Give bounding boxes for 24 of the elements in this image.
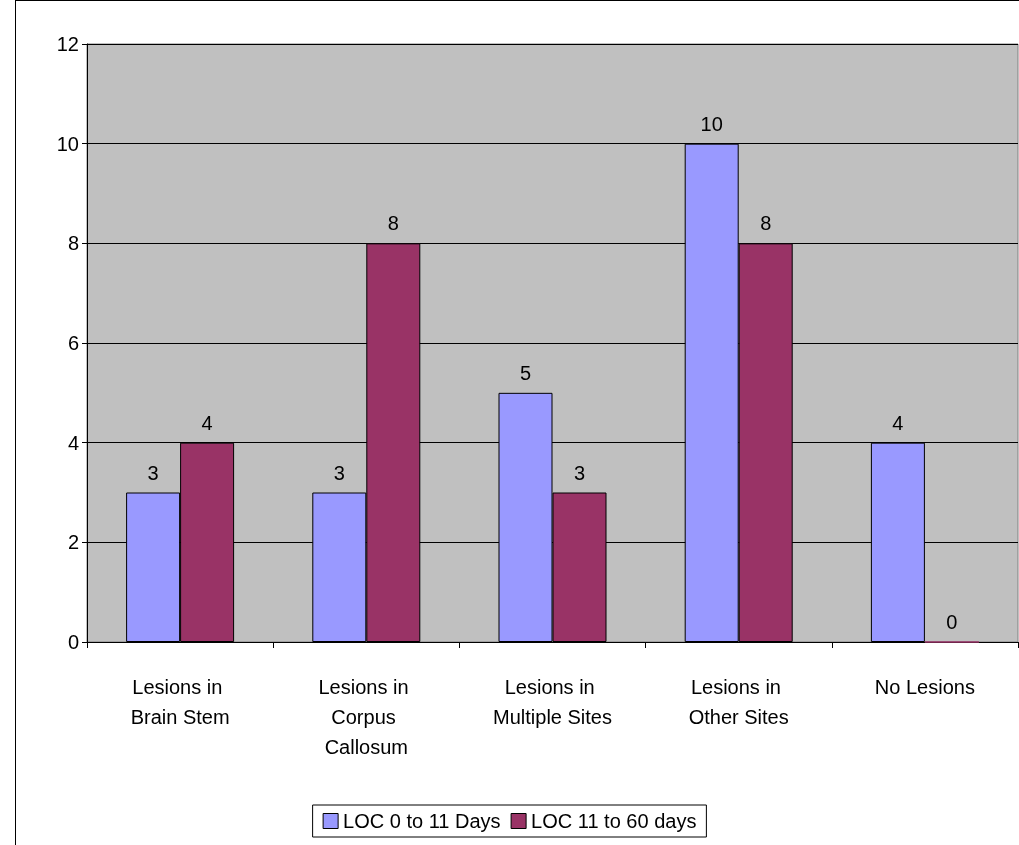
data-label: 8 — [760, 212, 772, 235]
data-label: 8 — [387, 212, 399, 235]
data-label: 10 — [700, 112, 723, 135]
data-label: 3 — [333, 461, 345, 484]
y-tick-label: 12 — [56, 33, 79, 55]
data-label: 0 — [946, 610, 958, 633]
data-label: 3 — [573, 461, 586, 484]
y-tick-label: 4 — [67, 431, 79, 454]
x-tick-label: Lesions in Corpus Callosum — [318, 676, 415, 758]
y-tick-label: 2 — [67, 531, 79, 554]
data-label: 4 — [201, 411, 213, 434]
legend-label: LOC 11 to 60 days — [531, 810, 697, 832]
x-tick-label: Lesions in Multiple Sites — [493, 676, 612, 728]
y-tick-label: 10 — [56, 132, 79, 155]
data-label: 5 — [519, 361, 532, 384]
y-tick-label: 8 — [67, 232, 79, 255]
x-tick-label: No Lesions — [874, 676, 975, 698]
data-label: 4 — [892, 411, 904, 434]
x-tick-label: Lesions in Brain Stem — [130, 676, 230, 728]
y-tick-label: 0 — [67, 631, 79, 653]
legend-label: LOC 0 to 11 Days — [343, 810, 501, 832]
x-tick-label: Lesions in Other Sites — [688, 676, 789, 728]
y-tick-label: 6 — [67, 332, 79, 354]
data-label: 3 — [147, 461, 159, 484]
